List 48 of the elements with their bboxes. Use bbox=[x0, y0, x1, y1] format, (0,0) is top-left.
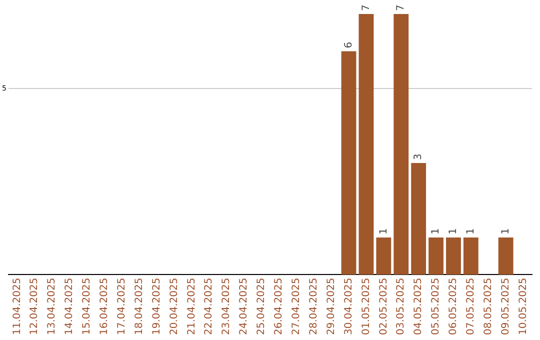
x-tick-label: 08.05.2025 bbox=[482, 278, 494, 336]
x-tick-label: 23.04.2025 bbox=[221, 278, 232, 336]
x-tick-label: 04.05.2025 bbox=[413, 278, 424, 336]
x-tick-label: 20.04.2025 bbox=[168, 278, 180, 336]
x-tick-label: 12.04.2025 bbox=[29, 278, 40, 336]
x-tick-label: 14.04.2025 bbox=[64, 278, 76, 336]
data-label: 1 bbox=[378, 228, 390, 234]
x-tick-label: 24.04.2025 bbox=[238, 278, 250, 336]
bar bbox=[376, 237, 392, 275]
data-label: 1 bbox=[466, 228, 477, 234]
x-tick-label: 01.05.2025 bbox=[360, 278, 372, 336]
data-label: 1 bbox=[448, 228, 460, 234]
x-tick-label: 15.04.2025 bbox=[82, 278, 93, 336]
x-tick-label: 11.04.2025 bbox=[12, 278, 23, 336]
x-tick-label: 30.04.2025 bbox=[343, 278, 354, 336]
bar bbox=[446, 237, 461, 275]
x-tick-label: 26.04.2025 bbox=[274, 278, 285, 336]
bar bbox=[358, 14, 374, 275]
bar bbox=[498, 237, 514, 275]
data-label: 7 bbox=[396, 4, 407, 11]
data-label: 6 bbox=[343, 42, 354, 48]
x-tick-label: 25.04.2025 bbox=[256, 278, 268, 336]
x-tick-label: 10.05.2025 bbox=[518, 278, 529, 336]
bar bbox=[411, 162, 426, 275]
x-tick-label: 29.04.2025 bbox=[326, 278, 337, 336]
bar bbox=[394, 14, 409, 275]
x-tick-label: 09.05.2025 bbox=[500, 278, 512, 336]
data-label: 3 bbox=[413, 154, 424, 160]
x-tick-label: 28.04.2025 bbox=[308, 278, 320, 336]
x-tick-label: 07.05.2025 bbox=[466, 278, 477, 336]
x-tick-label: 13.04.2025 bbox=[46, 278, 58, 336]
x-tick-label: 05.05.2025 bbox=[430, 278, 442, 336]
x-tick-label: 27.04.2025 bbox=[291, 278, 302, 336]
x-tick-label: 22.04.2025 bbox=[204, 278, 215, 336]
data-label: 1 bbox=[500, 228, 512, 234]
x-tick-label: 16.04.2025 bbox=[99, 278, 110, 336]
x-tick-label: 06.05.2025 bbox=[448, 278, 460, 336]
x-tick-label: 03.05.2025 bbox=[396, 278, 407, 336]
bar bbox=[341, 51, 356, 275]
data-label: 7 bbox=[360, 4, 372, 11]
bar bbox=[463, 237, 478, 275]
x-tick-label: 02.05.2025 bbox=[378, 278, 390, 336]
x-tick-label: 19.04.2025 bbox=[151, 278, 162, 336]
x-tick-label: 17.04.2025 bbox=[116, 278, 128, 336]
x-tick-label: 21.04.2025 bbox=[186, 278, 198, 336]
x-tick-label: 18.04.2025 bbox=[134, 278, 145, 336]
data-label: 1 bbox=[430, 228, 442, 234]
bar bbox=[428, 237, 444, 275]
